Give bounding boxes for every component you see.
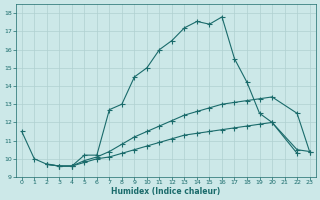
X-axis label: Humidex (Indice chaleur): Humidex (Indice chaleur) (111, 187, 220, 196)
